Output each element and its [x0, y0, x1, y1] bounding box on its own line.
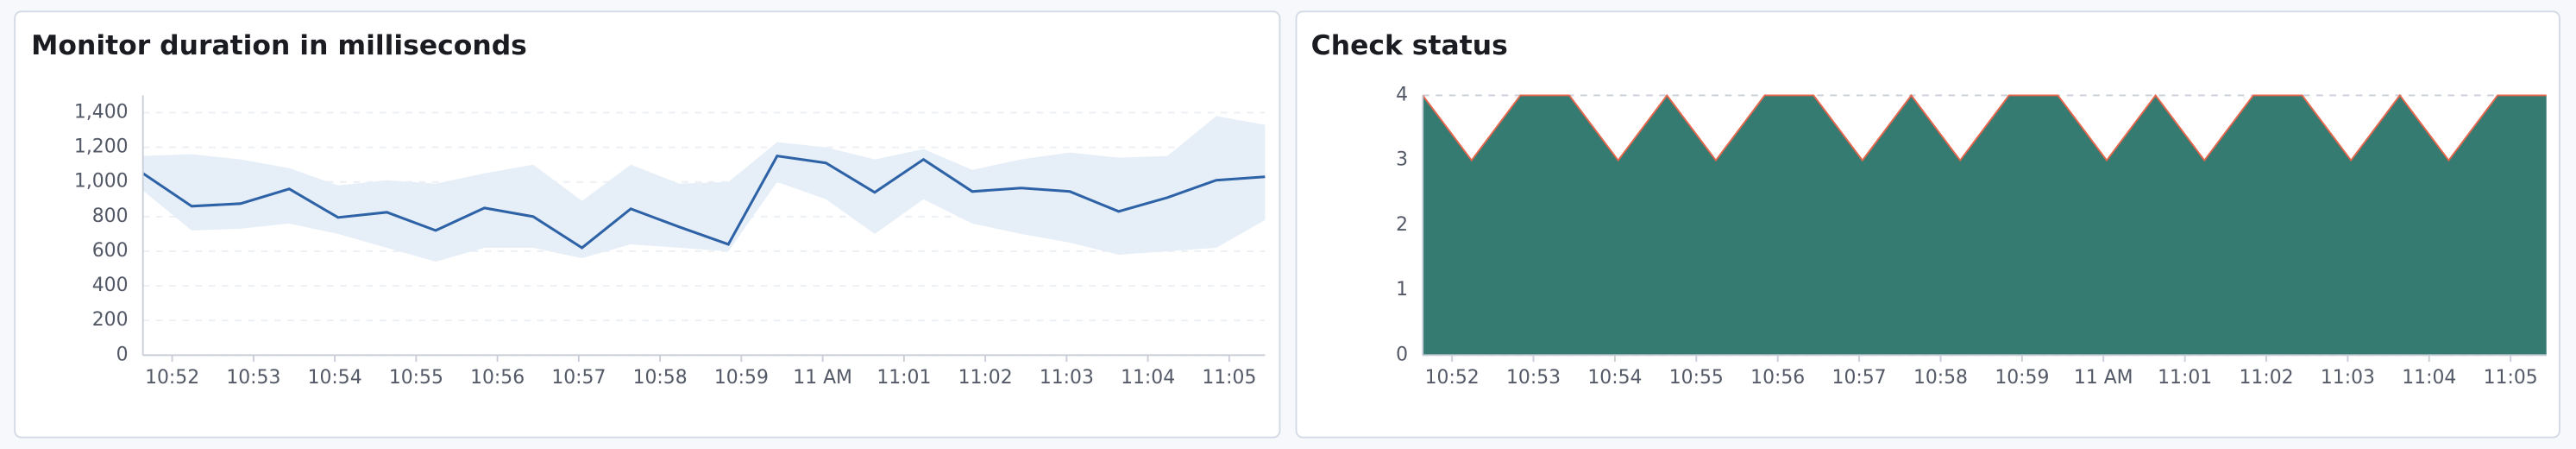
y-tick-label: 0 [116, 344, 129, 365]
y-tick-label: 1,200 [74, 136, 129, 158]
y-tick-label: 2 [1396, 214, 1408, 236]
y-tick-label: 0 [1396, 344, 1408, 365]
x-tick-label: 10:57 [1832, 367, 1887, 389]
x-tick-label: 11:04 [2402, 367, 2456, 389]
x-tick-label: 11:01 [2158, 367, 2212, 389]
x-tick-label: 10:58 [633, 367, 688, 389]
x-tick-label: 11:03 [1040, 367, 1094, 389]
y-tick-label: 600 [92, 240, 129, 262]
chart-title: Check status [1311, 30, 1508, 61]
x-tick-label: 10:56 [1750, 367, 1805, 389]
x-tick-label: 10:55 [389, 367, 443, 389]
y-tick-label: 400 [92, 275, 129, 296]
x-tick-label: 11:03 [2321, 367, 2375, 389]
x-tick-label: 10:53 [226, 367, 280, 389]
y-tick-label: 4 [1396, 84, 1408, 105]
x-tick-label: 11:02 [2240, 367, 2294, 389]
y-tick-label: 1 [1396, 279, 1408, 300]
x-tick-label: 10:54 [308, 367, 362, 389]
y-tick-label: 3 [1396, 149, 1408, 171]
x-tick-label: 10:52 [1425, 367, 1480, 389]
y-tick-label: 1,000 [74, 171, 129, 193]
x-tick-label: 11:05 [2484, 367, 2538, 389]
x-tick-label: 11 AM [2074, 367, 2133, 389]
chart-title: Monitor duration in milliseconds [31, 30, 527, 61]
x-tick-label: 10:57 [551, 367, 606, 389]
x-tick-label: 11:01 [876, 367, 931, 389]
x-tick-label: 10:54 [1587, 367, 1642, 389]
area-outline [1422, 93, 2547, 162]
x-tick-label: 11:02 [958, 367, 1013, 389]
x-tick-label: 11 AM [793, 367, 852, 389]
y-tick-label: 800 [92, 206, 129, 227]
x-tick-label: 10:55 [1669, 367, 1724, 389]
x-tick-label: 10:56 [470, 367, 525, 389]
line [141, 155, 1266, 250]
x-tick-label: 11:05 [1202, 367, 1256, 389]
x-tick-label: 10:59 [1995, 367, 2049, 389]
x-tick-label: 10:52 [145, 367, 199, 389]
x-tick-label: 10:53 [1506, 367, 1561, 389]
x-tick-label: 11:04 [1121, 367, 1175, 389]
x-tick-label: 10:58 [1913, 367, 1968, 389]
y-tick-label: 1,400 [74, 102, 129, 123]
y-tick-label: 200 [92, 309, 129, 331]
x-tick-label: 10:59 [714, 367, 769, 389]
area [1423, 95, 2547, 356]
